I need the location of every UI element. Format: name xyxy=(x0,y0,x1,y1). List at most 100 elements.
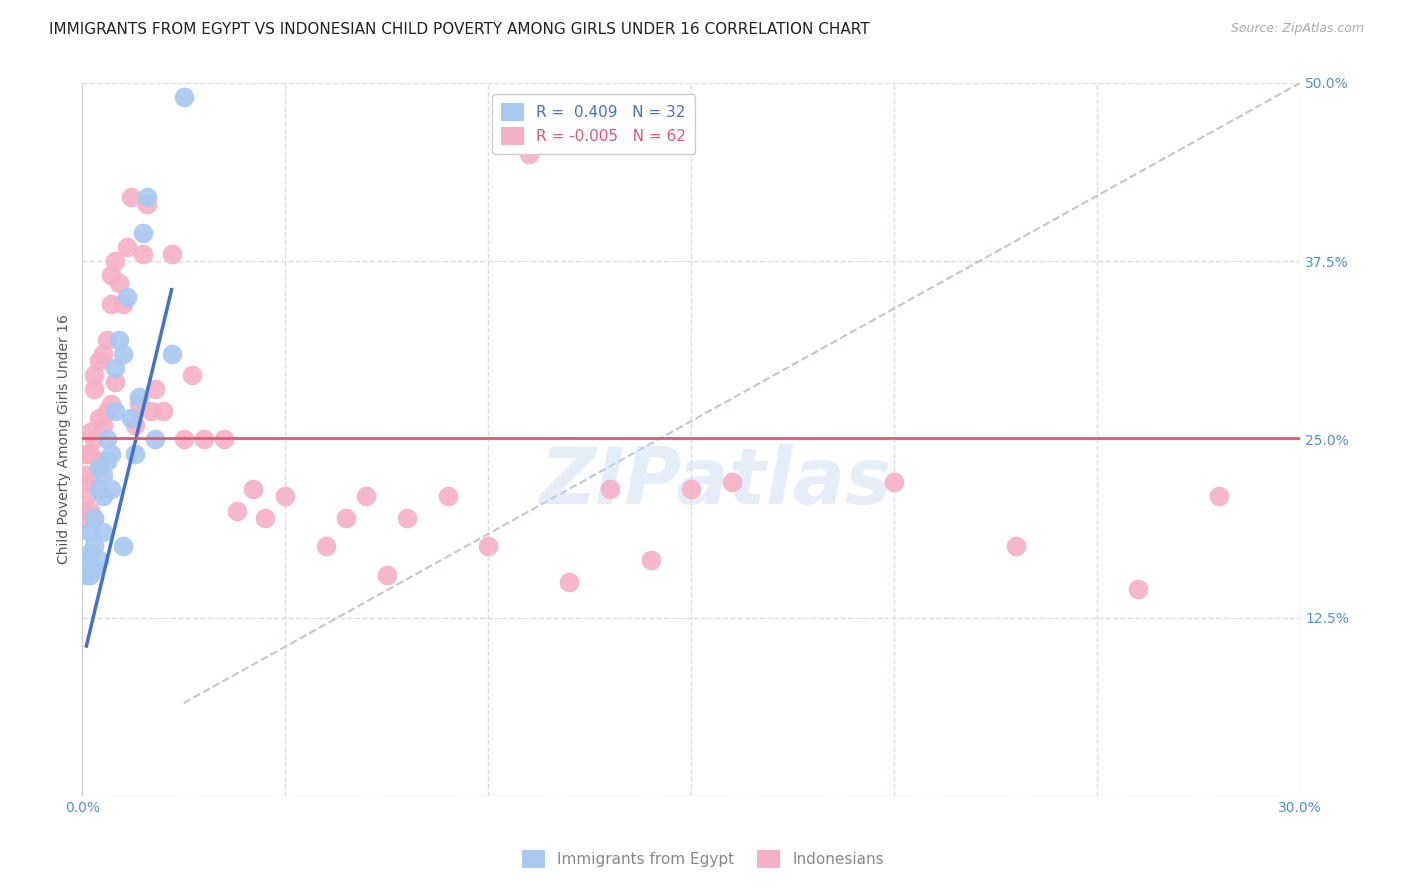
Point xyxy=(79,567,101,582)
Point xyxy=(104,376,127,390)
Point xyxy=(274,489,297,503)
Point xyxy=(91,524,114,539)
Text: Source: ZipAtlas.com: Source: ZipAtlas.com xyxy=(1230,22,1364,36)
Point xyxy=(124,446,146,460)
Point xyxy=(640,553,662,567)
Point xyxy=(225,503,247,517)
Point xyxy=(79,446,101,460)
Point xyxy=(100,446,122,460)
Text: IMMIGRANTS FROM EGYPT VS INDONESIAN CHILD POVERTY AMONG GIRLS UNDER 16 CORRELATI: IMMIGRANTS FROM EGYPT VS INDONESIAN CHIL… xyxy=(49,22,870,37)
Point xyxy=(193,433,215,447)
Point xyxy=(79,546,101,560)
Point xyxy=(1126,582,1149,596)
Point xyxy=(79,503,101,517)
Point xyxy=(83,539,105,553)
Text: ZIPatlas: ZIPatlas xyxy=(540,444,891,520)
Point xyxy=(75,510,97,524)
Point xyxy=(111,539,134,553)
Point xyxy=(173,433,195,447)
Point xyxy=(136,197,159,211)
Point xyxy=(83,510,105,524)
Point xyxy=(242,482,264,496)
Point xyxy=(83,560,105,574)
Point xyxy=(75,467,97,482)
Point xyxy=(395,510,418,524)
Point xyxy=(115,290,138,304)
Point xyxy=(132,226,155,240)
Point xyxy=(1208,489,1230,503)
Point xyxy=(160,347,183,361)
Point xyxy=(180,368,202,383)
Point xyxy=(111,297,134,311)
Point xyxy=(104,254,127,268)
Point xyxy=(124,418,146,433)
Point xyxy=(143,433,166,447)
Point xyxy=(720,475,742,489)
Point xyxy=(120,190,142,204)
Point xyxy=(79,524,101,539)
Point xyxy=(883,475,905,489)
Point xyxy=(87,553,110,567)
Point xyxy=(143,383,166,397)
Point xyxy=(91,467,114,482)
Point xyxy=(141,404,163,418)
Point xyxy=(72,503,94,517)
Point xyxy=(83,433,105,447)
Point xyxy=(160,247,183,261)
Point xyxy=(136,190,159,204)
Point xyxy=(91,347,114,361)
Point xyxy=(120,411,142,425)
Point xyxy=(132,247,155,261)
Point xyxy=(375,567,398,582)
Point xyxy=(104,361,127,376)
Point xyxy=(1005,539,1028,553)
Point xyxy=(436,489,458,503)
Point xyxy=(87,460,110,475)
Point xyxy=(100,268,122,283)
Legend: Immigrants from Egypt, Indonesians: Immigrants from Egypt, Indonesians xyxy=(516,844,890,873)
Point xyxy=(96,453,118,467)
Point xyxy=(108,276,131,290)
Point xyxy=(75,567,97,582)
Point xyxy=(115,240,138,254)
Y-axis label: Child Poverty Among Girls Under 16: Child Poverty Among Girls Under 16 xyxy=(58,314,72,565)
Point xyxy=(87,354,110,368)
Point xyxy=(558,574,581,589)
Point xyxy=(681,482,703,496)
Point xyxy=(315,539,337,553)
Point xyxy=(335,510,357,524)
Point xyxy=(100,297,122,311)
Point xyxy=(356,489,378,503)
Point xyxy=(100,397,122,411)
Point xyxy=(75,553,97,567)
Point xyxy=(87,482,110,496)
Point xyxy=(214,433,236,447)
Point xyxy=(96,333,118,347)
Point xyxy=(83,368,105,383)
Point xyxy=(83,383,105,397)
Point xyxy=(253,510,276,524)
Point xyxy=(79,425,101,440)
Point xyxy=(75,446,97,460)
Point xyxy=(173,90,195,104)
Point xyxy=(75,489,97,503)
Point xyxy=(79,475,101,489)
Point xyxy=(104,404,127,418)
Point xyxy=(87,411,110,425)
Point xyxy=(91,489,114,503)
Point xyxy=(477,539,499,553)
Point xyxy=(96,433,118,447)
Point xyxy=(599,482,621,496)
Legend: R =  0.409   N = 32, R = -0.005   N = 62: R = 0.409 N = 32, R = -0.005 N = 62 xyxy=(492,95,695,154)
Point xyxy=(87,453,110,467)
Point xyxy=(91,418,114,433)
Point xyxy=(83,510,105,524)
Point xyxy=(100,482,122,496)
Point xyxy=(128,397,150,411)
Point xyxy=(96,404,118,418)
Point xyxy=(128,390,150,404)
Point xyxy=(108,333,131,347)
Point xyxy=(111,347,134,361)
Point xyxy=(517,147,540,161)
Point xyxy=(152,404,174,418)
